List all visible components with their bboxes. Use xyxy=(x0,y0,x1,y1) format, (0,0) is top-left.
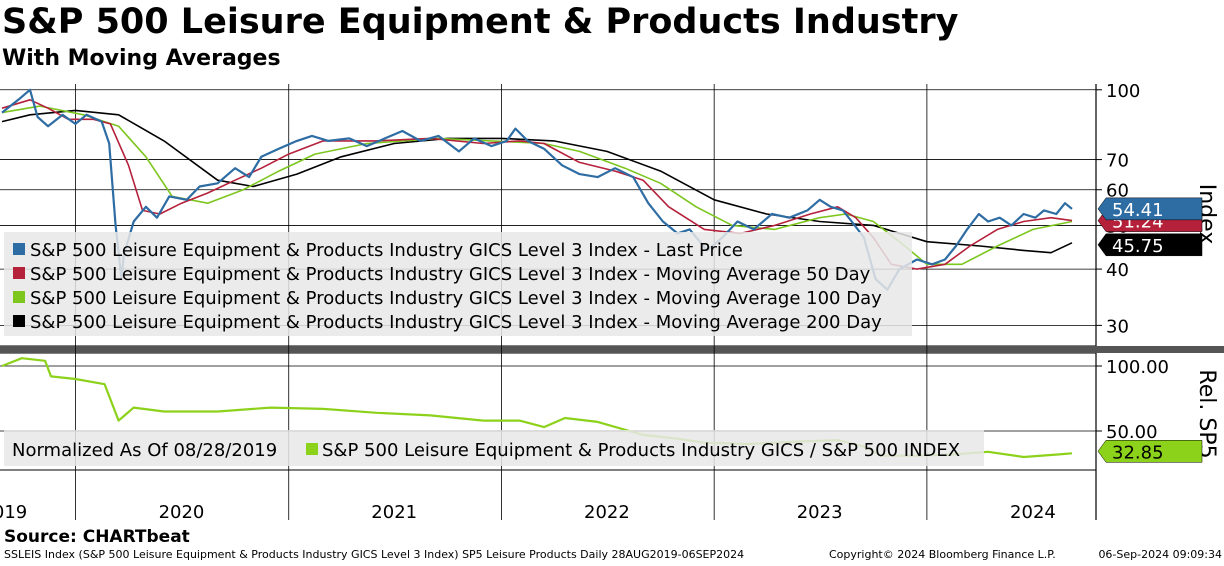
legend-swatch-ratio xyxy=(306,443,318,455)
tag-ma200: 45.75 xyxy=(1097,233,1203,257)
tag-last-price: 54.41 xyxy=(1097,197,1203,221)
source-note: Source: CHARTbeat xyxy=(4,527,190,547)
x-tick-label-2019: 2019 xyxy=(0,502,27,523)
footer-description: SSLEIS Index (S&P 500 Leisure Equipment … xyxy=(4,548,745,561)
rel-legend-box xyxy=(4,430,984,466)
legend-label-ma200: S&P 500 Leisure Equipment & Products Ind… xyxy=(30,312,882,333)
legend-swatch-last_price xyxy=(13,243,25,255)
legend-label-last_price: S&P 500 Leisure Equipment & Products Ind… xyxy=(30,240,743,261)
y-tick-label-rel: 100.00 xyxy=(1106,357,1169,378)
y-tick-label-rel: 50.00 xyxy=(1106,422,1158,443)
legend-label-ma50: S&P 500 Leisure Equipment & Products Ind… xyxy=(30,264,871,285)
y-tick-label: 40 xyxy=(1106,260,1129,281)
tag-ma200-shape xyxy=(1097,233,1203,257)
legend-layer: S&P 500 Leisure Equipment & Products Ind… xyxy=(4,232,984,466)
legend-box xyxy=(4,232,912,336)
tag-ratio-text: 32.85 xyxy=(1112,442,1164,463)
x-tick-label-2020: 2020 xyxy=(159,502,205,523)
axis-layer: 1007060504030100.0050.002019202020212022… xyxy=(0,81,1219,523)
tag-ratio: 32.85 xyxy=(1097,440,1203,463)
legend-label-ma100: S&P 500 Leisure Equipment & Products Ind… xyxy=(30,288,882,309)
legend-label-ratio: S&P 500 Leisure Equipment & Products Ind… xyxy=(322,440,960,461)
panel-divider xyxy=(0,346,1224,353)
series-line-last_price xyxy=(1,88,1073,291)
y-tick-label: 60 xyxy=(1106,181,1129,202)
legend-swatch-ma100 xyxy=(13,291,25,303)
y-tick-label: 70 xyxy=(1106,151,1129,172)
tag-ma200-text: 45.75 xyxy=(1112,236,1164,257)
y-tick-label: 100 xyxy=(1106,81,1140,102)
tag-last-price-text: 54.41 xyxy=(1112,200,1164,221)
y-tick-label: 30 xyxy=(1106,316,1129,337)
rel-legend-prefix: Normalized As Of 08/28/2019 xyxy=(12,440,277,461)
x-tick-label-2022: 2022 xyxy=(584,502,630,523)
tag-last-price-shape xyxy=(1097,197,1203,221)
legend-swatch-ma50 xyxy=(13,267,25,279)
x-tick-label-2021: 2021 xyxy=(371,502,417,523)
x-tick-label-2024: 2024 xyxy=(1010,502,1056,523)
footer-timestamp: 06-Sep-2024 09:09:34 xyxy=(1098,548,1222,561)
tag-ratio-shape xyxy=(1097,440,1203,463)
x-tick-label-2023: 2023 xyxy=(797,502,843,523)
legend-swatch-ma200 xyxy=(13,315,25,327)
chart-subtitle: With Moving Averages xyxy=(2,46,281,71)
footer-copyright: Copyright© 2024 Bloomberg Finance L.P. xyxy=(829,548,1056,561)
chart-title: S&P 500 Leisure Equipment & Products Ind… xyxy=(2,2,959,42)
footer: SSLEIS Index (S&P 500 Leisure Equipment … xyxy=(4,548,1222,564)
